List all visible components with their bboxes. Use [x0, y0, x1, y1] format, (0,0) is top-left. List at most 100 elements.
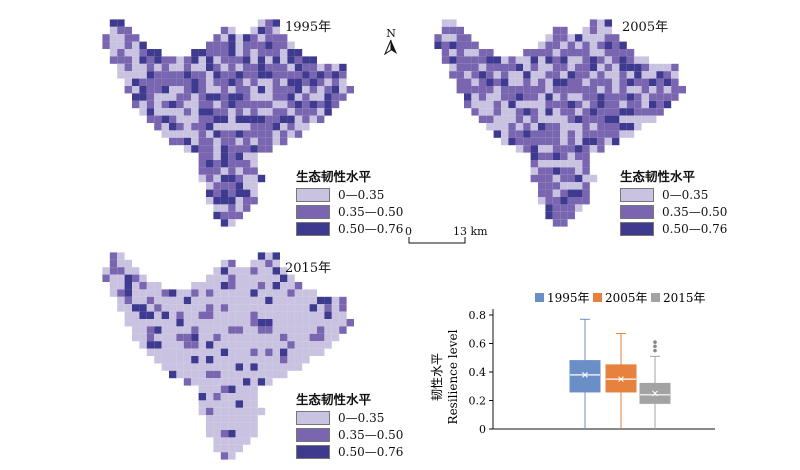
map-cell — [139, 108, 147, 116]
map-cell — [117, 56, 125, 64]
map-cell — [220, 311, 229, 319]
map-cell — [257, 137, 266, 146]
map-cell — [213, 100, 221, 109]
map-cell — [589, 71, 598, 79]
map-cell — [560, 93, 568, 101]
map-cell — [250, 326, 258, 334]
map-cell — [324, 319, 332, 327]
map-cell — [243, 174, 251, 183]
map-cell — [589, 19, 598, 27]
map-cell — [169, 123, 177, 131]
map-cell — [154, 56, 162, 64]
map-cell — [265, 348, 273, 356]
map-cell — [597, 100, 605, 109]
map-cell — [604, 71, 612, 79]
map-cell — [294, 86, 303, 94]
map-cell — [560, 204, 568, 212]
map-cell — [530, 93, 538, 101]
map-cell — [228, 444, 236, 453]
box-outlier — [653, 348, 657, 353]
map-cell — [508, 108, 516, 116]
map-cell — [486, 123, 494, 131]
map-cell — [250, 415, 258, 423]
map-cell — [619, 56, 627, 64]
map-cell — [582, 71, 590, 79]
map-cell — [560, 174, 568, 183]
map-cell — [228, 289, 236, 297]
map-cell — [139, 333, 147, 342]
map-cell — [441, 34, 450, 42]
map-cell — [294, 319, 303, 327]
map-cell — [331, 326, 340, 334]
map-cell — [552, 130, 561, 138]
map-cell — [265, 282, 273, 290]
map-cell — [191, 78, 199, 86]
map-cell — [604, 100, 612, 109]
box-mean-marker — [618, 376, 624, 382]
map-cell — [220, 137, 229, 146]
map-cell — [265, 304, 273, 312]
map-cell — [146, 108, 155, 116]
map-cell — [641, 63, 649, 72]
map-cell — [243, 311, 251, 319]
map-cell — [280, 123, 288, 131]
map-cell — [183, 311, 192, 319]
map-cell — [486, 86, 494, 94]
map-cell — [302, 319, 310, 327]
map-cell — [132, 93, 140, 101]
map-cell — [567, 152, 575, 160]
map-cell — [243, 415, 251, 423]
map-cell — [560, 123, 568, 131]
map-cell — [538, 160, 546, 168]
map-cell — [641, 56, 649, 64]
map-cell — [545, 78, 553, 86]
map-cell — [339, 311, 347, 319]
map-cell — [471, 49, 479, 57]
map-cell — [575, 130, 583, 138]
map-cell — [575, 152, 583, 160]
map-cell — [493, 86, 501, 94]
map-cell — [294, 115, 303, 123]
map-cell — [183, 93, 192, 101]
map-cell — [243, 93, 251, 101]
map-cell — [176, 326, 184, 334]
map-cell — [441, 49, 450, 57]
map-cell — [515, 93, 524, 101]
map-cell — [272, 19, 280, 27]
map-cell — [235, 123, 243, 131]
map-cell — [228, 415, 236, 423]
map-cell — [183, 108, 192, 116]
map-cell — [132, 56, 140, 64]
map-cell — [235, 100, 243, 109]
map-cell — [220, 430, 229, 438]
map-cell — [575, 93, 583, 101]
map-cell — [508, 78, 516, 86]
map-cell — [434, 34, 442, 42]
map-cell — [228, 400, 236, 408]
map-cell — [176, 348, 184, 356]
map-cell — [265, 86, 273, 94]
map-cell — [530, 174, 538, 183]
map-cell — [302, 78, 310, 86]
map-cell — [183, 123, 192, 131]
map-cell — [582, 26, 590, 35]
map-cell — [309, 115, 317, 123]
map-cell — [294, 63, 303, 72]
map-cell — [250, 197, 258, 205]
scale-end-label: 13 km — [453, 225, 488, 238]
map-cell — [634, 86, 642, 94]
map-cell — [515, 100, 524, 109]
map-cell — [146, 341, 155, 349]
map-cell — [146, 49, 155, 57]
map-cell — [324, 304, 332, 312]
map-cell — [228, 407, 236, 416]
map-cell — [206, 123, 214, 131]
map-cell — [243, 356, 251, 364]
map-cell — [243, 86, 251, 94]
map-cell — [530, 108, 538, 116]
map-cell — [604, 123, 612, 131]
map-cell — [235, 174, 243, 183]
map-cell — [206, 422, 214, 430]
map-cell — [257, 108, 266, 116]
map-cell — [161, 123, 169, 131]
